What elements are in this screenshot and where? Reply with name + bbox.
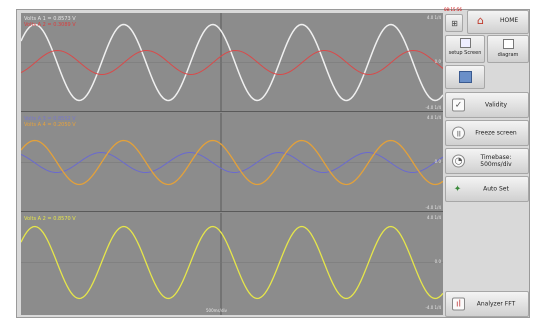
diagram-icon [503, 39, 514, 49]
scope-panel-3: Volts A 2 = 0.8570 V 4.0 1/4 0.0 -4.0 1/… [21, 213, 443, 315]
home-label: HOME [500, 17, 519, 24]
checkbox-icon: ✓ [452, 98, 465, 112]
validity-label: Validity [484, 101, 508, 109]
app-window: Volts A 1 = 0.8573 V Volts A 2 = 0.3089 … [16, 7, 530, 318]
pause-icon: ॥ [452, 126, 465, 140]
trace-a2-readout: Volts A 2 = 0.3089 V [24, 22, 76, 28]
scale-bottom: -4.0 1/4 [425, 305, 441, 310]
gauge-icon: ◔ [452, 154, 465, 168]
trace-a1-readout: Volts A 1 = 0.8573 V [24, 16, 76, 22]
scope-panel-2: Volts A 3 = 0.8552 V Volts A 4 = 0.2050 … [21, 113, 443, 212]
timebase-button[interactable]: ◔ Timebase: 500ms/div [445, 148, 529, 174]
oscilloscope-display: Volts A 1 = 0.8573 V Volts A 2 = 0.3089 … [21, 13, 443, 315]
diagram-button[interactable]: diagram [487, 35, 529, 63]
trace-a4 [21, 139, 443, 186]
scale-mid: 0.0 [434, 59, 441, 64]
setup-screen-icon [460, 38, 471, 48]
scale-mid: 0.0 [434, 159, 441, 164]
time-axis-label: 500ms/div [206, 308, 227, 313]
clock: 08:15:56 [444, 7, 462, 12]
trace-yellow-readout: Volts A 2 = 0.8570 V [24, 216, 76, 222]
diagram-label: diagram [497, 52, 519, 58]
scope-panel-1-graph [21, 13, 443, 112]
scale-bottom: -4.0 1/4 [425, 105, 441, 110]
fft-icon: ıl [452, 297, 465, 311]
home-button[interactable]: ⌂ HOME [467, 10, 529, 34]
scope-panel-2-graph [21, 113, 443, 212]
trace-a2 [21, 50, 443, 76]
scale-top: 4.0 1/4 [426, 115, 441, 120]
analyzer-fft-label: Analyzer FFT [476, 300, 516, 308]
scale-top: 4.0 1/4 [426, 15, 441, 20]
side-toolbar: 08:15:56 ⊞ ⌂ HOME setup Screen diagram ✓… [444, 7, 529, 317]
trace-a2-yellow [21, 225, 443, 300]
timebase-label: Timebase: 500ms/div [480, 154, 512, 168]
save-button[interactable] [445, 65, 485, 89]
analyzer-fft-button[interactable]: ıl Analyzer FFT [445, 291, 529, 317]
freeze-screen-label: Freeze screen [475, 129, 517, 137]
trace-a3-readout: Volts A 3 = 0.8552 V [24, 116, 76, 122]
setup-screen-button[interactable]: setup Screen [445, 35, 485, 63]
scope-panel-1: Volts A 1 = 0.8573 V Volts A 2 = 0.3089 … [21, 13, 443, 112]
freeze-screen-button[interactable]: ॥ Freeze screen [445, 120, 529, 146]
auto-set-button[interactable]: ✦ Auto Set [445, 176, 529, 202]
wand-icon: ✦ [453, 184, 462, 194]
trace-a4-readout: Volts A 4 = 0.2050 V [24, 122, 76, 128]
network-button[interactable]: ⊞ [445, 14, 463, 32]
trace-a3 [21, 151, 443, 174]
auto-set-label: Auto Set [483, 185, 509, 193]
validity-button[interactable]: ✓ Validity [445, 92, 529, 118]
scale-bottom: -4.0 1/4 [425, 205, 441, 210]
network-icon: ⊞ [451, 19, 458, 28]
home-icon: ⌂ [477, 14, 484, 27]
setup-screen-label: setup Screen [448, 50, 482, 56]
scale-mid: 0.0 [434, 259, 441, 264]
save-icon [459, 71, 472, 83]
trace-a1 [21, 23, 443, 102]
scale-top: 4.0 1/4 [426, 215, 441, 220]
scope-panel-3-graph [21, 213, 443, 315]
